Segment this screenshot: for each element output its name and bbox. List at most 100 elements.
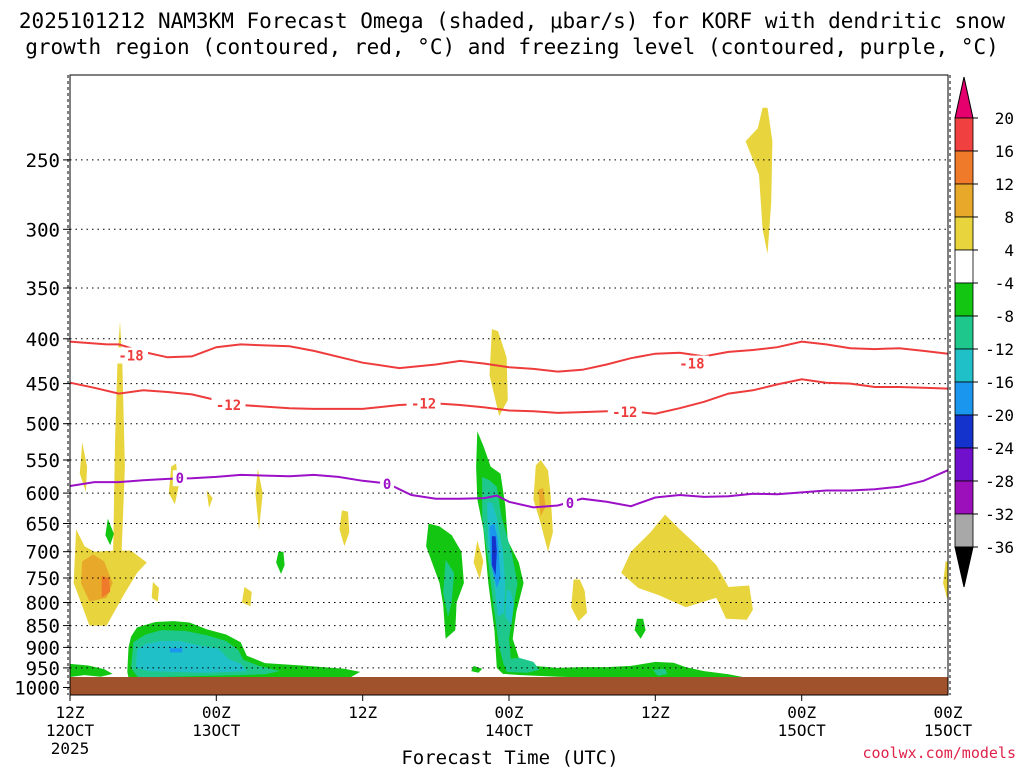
ground-surface — [70, 677, 948, 695]
x-axis-title: Forecast Time (UTC) — [401, 747, 618, 768]
x-tick-label-4-1: 12Z — [641, 703, 670, 722]
colorbar-label-11: -28 — [985, 472, 1014, 491]
shaded-region-orange-core-left — [101, 576, 111, 598]
colorbar-segment-8 — [954, 348, 974, 383]
y-tick-label-450: 450 — [26, 374, 60, 396]
shaded-region-blue-spot-left — [170, 648, 183, 653]
x-tick-label-0-1: 12Z — [56, 703, 85, 722]
y-axis-ticks: 2503003504004505005506006507007508008509… — [14, 150, 70, 700]
chart-title-line-2: growth region (contoured, red, °C) and f… — [25, 35, 999, 59]
contour-label-bg-2 — [674, 355, 709, 372]
shaded-region-yellow-spike-1 — [112, 321, 125, 596]
shaded-region-green-small-2 — [276, 551, 285, 574]
colorbar-segment-6 — [954, 282, 974, 317]
y-tick-label-850: 850 — [26, 616, 60, 638]
colorbar-label-0: 20 — [995, 109, 1014, 128]
colorbar-segment-12 — [954, 480, 974, 515]
shaded-region-darkblue-mid-main — [491, 536, 497, 576]
shaded-region-yellow-small-4 — [255, 468, 263, 531]
y-tick-label-750: 750 — [26, 568, 60, 590]
shaded-region-cyan-mid-lower — [505, 590, 514, 625]
y-tick-label-600: 600 — [26, 483, 60, 505]
colorbar-label-13: -36 — [985, 538, 1014, 557]
y-tick-label-300: 300 — [26, 219, 60, 241]
x-tick-label-2-1: 12Z — [348, 703, 377, 722]
y-tick-label-550: 550 — [26, 450, 60, 472]
x-tick-label-end-1: 00Z — [934, 703, 963, 722]
colorbar-label-5: -4 — [995, 274, 1014, 293]
colorbar-label-9: -20 — [985, 406, 1014, 425]
colorbar-label-12: -32 — [985, 505, 1014, 524]
shaded-region-green-spot-right — [634, 618, 646, 639]
colorbar-segment-1 — [954, 117, 974, 152]
x-tick-label-0-2: 12OCT — [46, 721, 95, 740]
x-tick-label-3-2: 14OCT — [485, 721, 534, 740]
shaded-region-yellow-small-8 — [473, 540, 484, 579]
x-tick-label-1-2: 13OCT — [192, 721, 241, 740]
shaded-region-green-small-1 — [105, 518, 114, 546]
colorbar: 20 16 12 8 4 -4 -8 -12 -16 -20 -24 -28 -32 -36 — [954, 76, 1014, 588]
y-tick-label-1000: 1000 — [14, 678, 60, 700]
y-tick-label-800: 800 — [26, 593, 60, 615]
colorbar-segment-11 — [954, 447, 974, 482]
shaded-region-yellow-small-1 — [79, 442, 88, 492]
shaded-region-teal-low-mid — [504, 657, 540, 673]
shaded-region-orange-mid-2 — [538, 488, 546, 517]
colorbar-label-10: -24 — [985, 439, 1014, 458]
contour-label-8: 0 — [566, 496, 574, 512]
contour-line-3 — [69, 469, 949, 509]
contour-label-2: -18 — [679, 357, 704, 373]
x-tick-label-5-1: 00Z — [787, 703, 816, 722]
contour-label-bg-8 — [563, 495, 577, 512]
x-tick-label-end-2: 15OCT — [924, 721, 973, 740]
y-tick-label-500: 500 — [26, 414, 60, 436]
shaded-region-green-low-left — [70, 663, 113, 677]
shaded-region-yellow-right-edge — [943, 561, 948, 598]
x-tick-label-5-2: 15OCT — [778, 721, 827, 740]
shaded-region-yellow-small-5 — [241, 587, 252, 607]
colorbar-segment-9 — [954, 381, 974, 416]
y-tick-label-900: 900 — [26, 637, 60, 659]
x-tick-label-0-3: 2025 — [51, 739, 90, 758]
shaded-region-yellow-mid-3 — [571, 579, 587, 622]
colorbar-label-3: 8 — [1004, 208, 1014, 227]
y-tick-label-650: 650 — [26, 514, 60, 536]
contour-label-bg-5 — [607, 404, 642, 421]
chart-title-line-1: 2025101212 NAM3KM Forecast Omega (shaded… — [19, 9, 1006, 33]
contour-line-2 — [69, 378, 949, 415]
colorbar-segment-5 — [954, 249, 974, 284]
colorbar-label-8: -16 — [985, 373, 1014, 392]
shaded-region-yellow-upper-right — [745, 107, 773, 254]
shaded-region-yellow-small-7 — [339, 510, 350, 547]
shaded-region-green-spot-mid — [471, 665, 483, 673]
contour-line-1 — [69, 340, 949, 373]
contour-label-1: -18 — [118, 349, 143, 365]
colorbar-label-7: -12 — [985, 340, 1014, 359]
y-tick-label-250: 250 — [26, 150, 60, 172]
shaded-region-yellow-small-3 — [206, 490, 213, 508]
colorbar-label-6: -8 — [995, 307, 1014, 326]
shaded-region-yellow-blob-right — [621, 514, 753, 620]
colorbar-segment-2 — [954, 150, 974, 185]
omega-shading — [70, 107, 948, 684]
colorbar-bottom-triangle — [954, 546, 974, 588]
y-tick-label-950: 950 — [26, 658, 60, 680]
colorbar-segment-10 — [954, 414, 974, 449]
colorbar-segment-7 — [954, 315, 974, 350]
contour-label-bg-7 — [380, 476, 395, 493]
contour-label-bg-1 — [114, 347, 148, 364]
y-tick-label-700: 700 — [26, 542, 60, 564]
colorbar-segment-13 — [954, 513, 974, 548]
y-tick-label-400: 400 — [26, 329, 60, 351]
shaded-region-cyan-big-left — [135, 641, 247, 673]
shaded-region-yellow-mid-1 — [489, 329, 508, 416]
colorbar-label-2: 12 — [995, 175, 1014, 194]
contour-label-5: -12 — [612, 405, 637, 421]
colorbar-label-1: 16 — [995, 142, 1014, 161]
contour-labels: -18 -18 -12 -12 -12 0 0 0 — [114, 347, 709, 512]
temperature-contours — [69, 340, 949, 509]
contour-label-4: -12 — [411, 396, 436, 412]
contour-label-bg-4 — [406, 395, 441, 412]
